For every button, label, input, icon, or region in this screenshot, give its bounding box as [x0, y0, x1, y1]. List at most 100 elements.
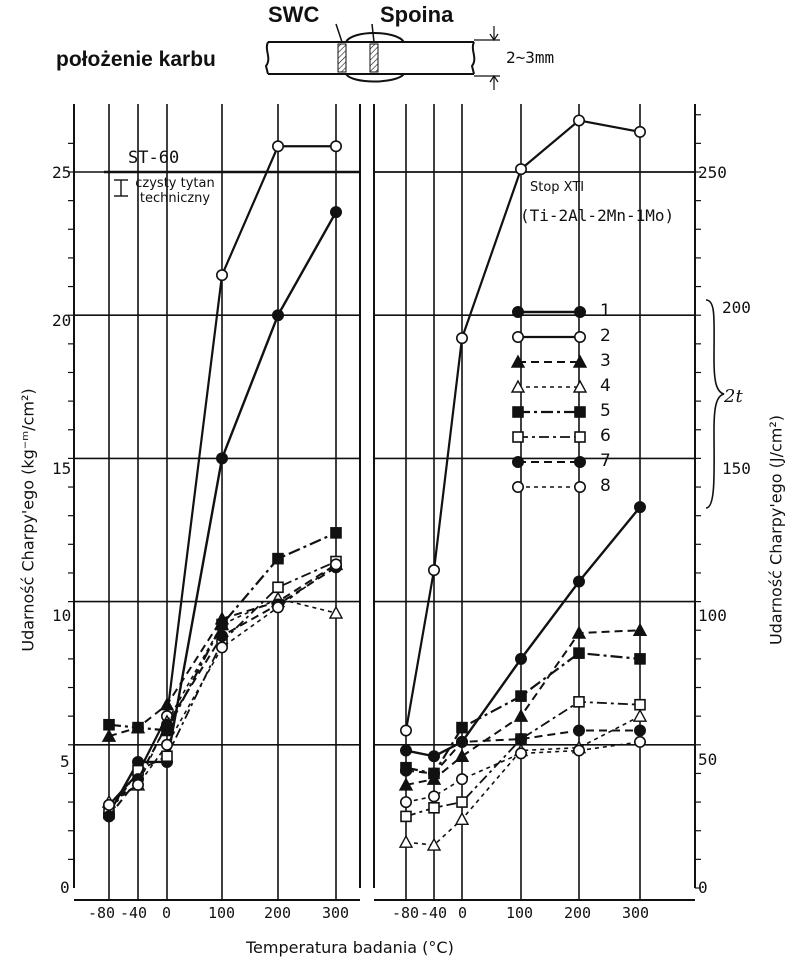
legend-marker [512, 406, 524, 418]
data-point [515, 690, 527, 702]
data-point [572, 724, 585, 737]
data-point [455, 735, 468, 748]
data-point [456, 721, 468, 734]
legend-label: 6 [600, 426, 611, 446]
data-point [427, 750, 440, 763]
data-point [271, 140, 284, 153]
legend-swatch-7 [511, 455, 586, 468]
thickness-label: 2~3mm [506, 48, 555, 67]
y-right-tick-label: 150 [722, 459, 751, 478]
data-point [216, 452, 229, 465]
haz-label: SWC [268, 2, 320, 27]
alloy-name-label: Stop XTI [530, 180, 585, 195]
legend-swatch-3 [510, 354, 588, 368]
y-left-tick-label: 20 [52, 311, 72, 330]
data-point [455, 773, 468, 786]
pure-titanium-label: czysty tytan techniczny [135, 176, 215, 206]
x-axis-title: Temperatura badania (°C) [246, 938, 454, 957]
annotation-lines [104, 170, 725, 509]
data-point [216, 618, 228, 631]
series-line [405, 715, 641, 846]
legend-label: 4 [600, 376, 611, 396]
data-point [329, 206, 342, 219]
data-point [399, 744, 412, 757]
legend-marker [572, 354, 588, 368]
legend-label: 2 [600, 326, 611, 346]
y-left-tick-label: 10 [52, 606, 72, 625]
series-line [405, 729, 640, 775]
x-tick-label: 0 [162, 904, 172, 922]
series-2 [399, 114, 646, 737]
data-point [272, 552, 284, 565]
data-point [427, 564, 440, 577]
legend-label: 1 [600, 301, 611, 321]
x-tick-label: -40 [120, 904, 148, 922]
legend-marker [572, 379, 588, 393]
st60-label: ST-60 [128, 148, 180, 168]
data-point [454, 811, 470, 825]
series-line [405, 741, 641, 803]
legend-marker [511, 330, 524, 343]
legend-marker [511, 305, 524, 318]
legend-swatch-2 [511, 330, 586, 343]
range-2t-label: 2t [724, 386, 743, 407]
legend-label: 7 [600, 451, 611, 471]
data-point [633, 125, 646, 138]
specimen-schematic [264, 23, 500, 90]
data-point [329, 558, 342, 571]
data-point [572, 575, 585, 588]
weld-label: Spoina [380, 2, 454, 27]
data-point [572, 114, 585, 127]
data-point [572, 744, 585, 757]
x-tick-label: 200 [564, 904, 592, 922]
series-line [108, 563, 337, 738]
legend-marker [510, 379, 526, 393]
legend-swatch-6 [512, 431, 586, 443]
legend-label: 3 [600, 351, 611, 371]
data-point [216, 269, 229, 282]
data-point [633, 724, 646, 737]
data-point [271, 309, 284, 322]
data-point [161, 750, 173, 763]
data-point [634, 653, 646, 665]
x-tick-label: 200 [264, 904, 292, 922]
data-point [514, 747, 527, 760]
legend-marker [512, 431, 524, 443]
data-point [632, 622, 648, 636]
series-line [405, 629, 641, 786]
series-layer [101, 114, 648, 851]
legend-swatch-5 [512, 406, 586, 418]
x-tick-label: -80 [88, 904, 116, 922]
y-right-tick-label: 0 [698, 878, 708, 897]
x-tick-label: 300 [622, 904, 650, 922]
data-point [101, 728, 117, 742]
y-left-tick-label: 25 [52, 163, 72, 182]
legend-marker [511, 480, 524, 493]
data-point [454, 748, 470, 762]
x-tick-label: 100 [208, 904, 236, 922]
data-point [398, 777, 414, 791]
x-tick-label: -40 [420, 904, 448, 922]
data-point [456, 796, 468, 808]
x-tick-label: 300 [322, 904, 350, 922]
y-right-tick-label: 250 [698, 163, 727, 182]
legend-label: 8 [600, 476, 611, 496]
data-point [455, 332, 468, 345]
data-point [427, 790, 440, 803]
data-point [159, 697, 175, 711]
legend-swatch-4 [510, 379, 588, 393]
data-point [103, 718, 115, 731]
y-axis-left-title: Udarność Charpy'ego (kg⁻ᵐ/cm²) [18, 388, 38, 652]
data-point [573, 647, 585, 659]
series-8 [103, 558, 342, 811]
data-point [272, 581, 284, 594]
data-point [400, 810, 412, 823]
data-point [633, 501, 646, 514]
y-axis-right-title: Udarność Charpy'ego (J/cm²) [766, 414, 786, 646]
data-point [426, 837, 442, 851]
legend-marker [573, 455, 586, 468]
notch-position-label: położenie karbu [56, 48, 216, 71]
data-point [633, 735, 646, 748]
data-point [514, 652, 527, 665]
